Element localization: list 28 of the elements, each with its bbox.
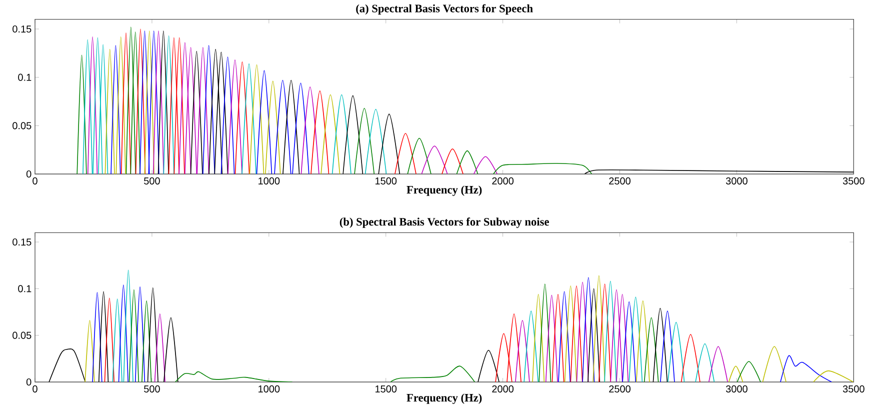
chart-title: (a) Spectral Basis Vectors for Speech bbox=[356, 4, 533, 15]
x-tick-label: 3000 bbox=[726, 385, 748, 392]
x-tick-label: 2000 bbox=[492, 385, 514, 392]
x-tick-label: 2500 bbox=[609, 385, 630, 392]
y-tick-label: 0 bbox=[26, 170, 32, 178]
x-tick-label: 3500 bbox=[842, 177, 864, 184]
y-tick-label: 0 bbox=[26, 378, 32, 386]
y-tick-label: 0.05 bbox=[12, 122, 32, 130]
x-tick-label: 2000 bbox=[492, 177, 514, 184]
x-tick-label: 3000 bbox=[726, 177, 748, 184]
y-tick-label: 0.1 bbox=[18, 285, 32, 292]
x-tick-label: 0 bbox=[32, 385, 38, 392]
x-tick-label: 1500 bbox=[375, 385, 397, 392]
chart-title: (b) Spectral Basis Vectors for Subway noise bbox=[340, 218, 549, 228]
x-axis-title: Frequency (Hz) bbox=[406, 186, 482, 196]
y-tick-label: 0.1 bbox=[18, 74, 32, 81]
y-tick-label: 0.15 bbox=[12, 238, 32, 246]
y-tick-label: 0.05 bbox=[12, 332, 32, 339]
x-axis-title: Frequency (Hz) bbox=[406, 394, 482, 404]
x-tick-label: 3500 bbox=[842, 385, 864, 392]
x-tick-label: 500 bbox=[144, 177, 160, 184]
x-tick-label: 500 bbox=[144, 385, 160, 392]
x-tick-label: 1000 bbox=[258, 177, 280, 184]
x-tick-label: 0 bbox=[32, 177, 38, 184]
x-tick-label: 1000 bbox=[258, 385, 280, 392]
x-tick-label: 2500 bbox=[609, 177, 630, 184]
y-tick-label: 0.15 bbox=[12, 25, 32, 33]
x-tick-label: 1500 bbox=[375, 177, 397, 184]
